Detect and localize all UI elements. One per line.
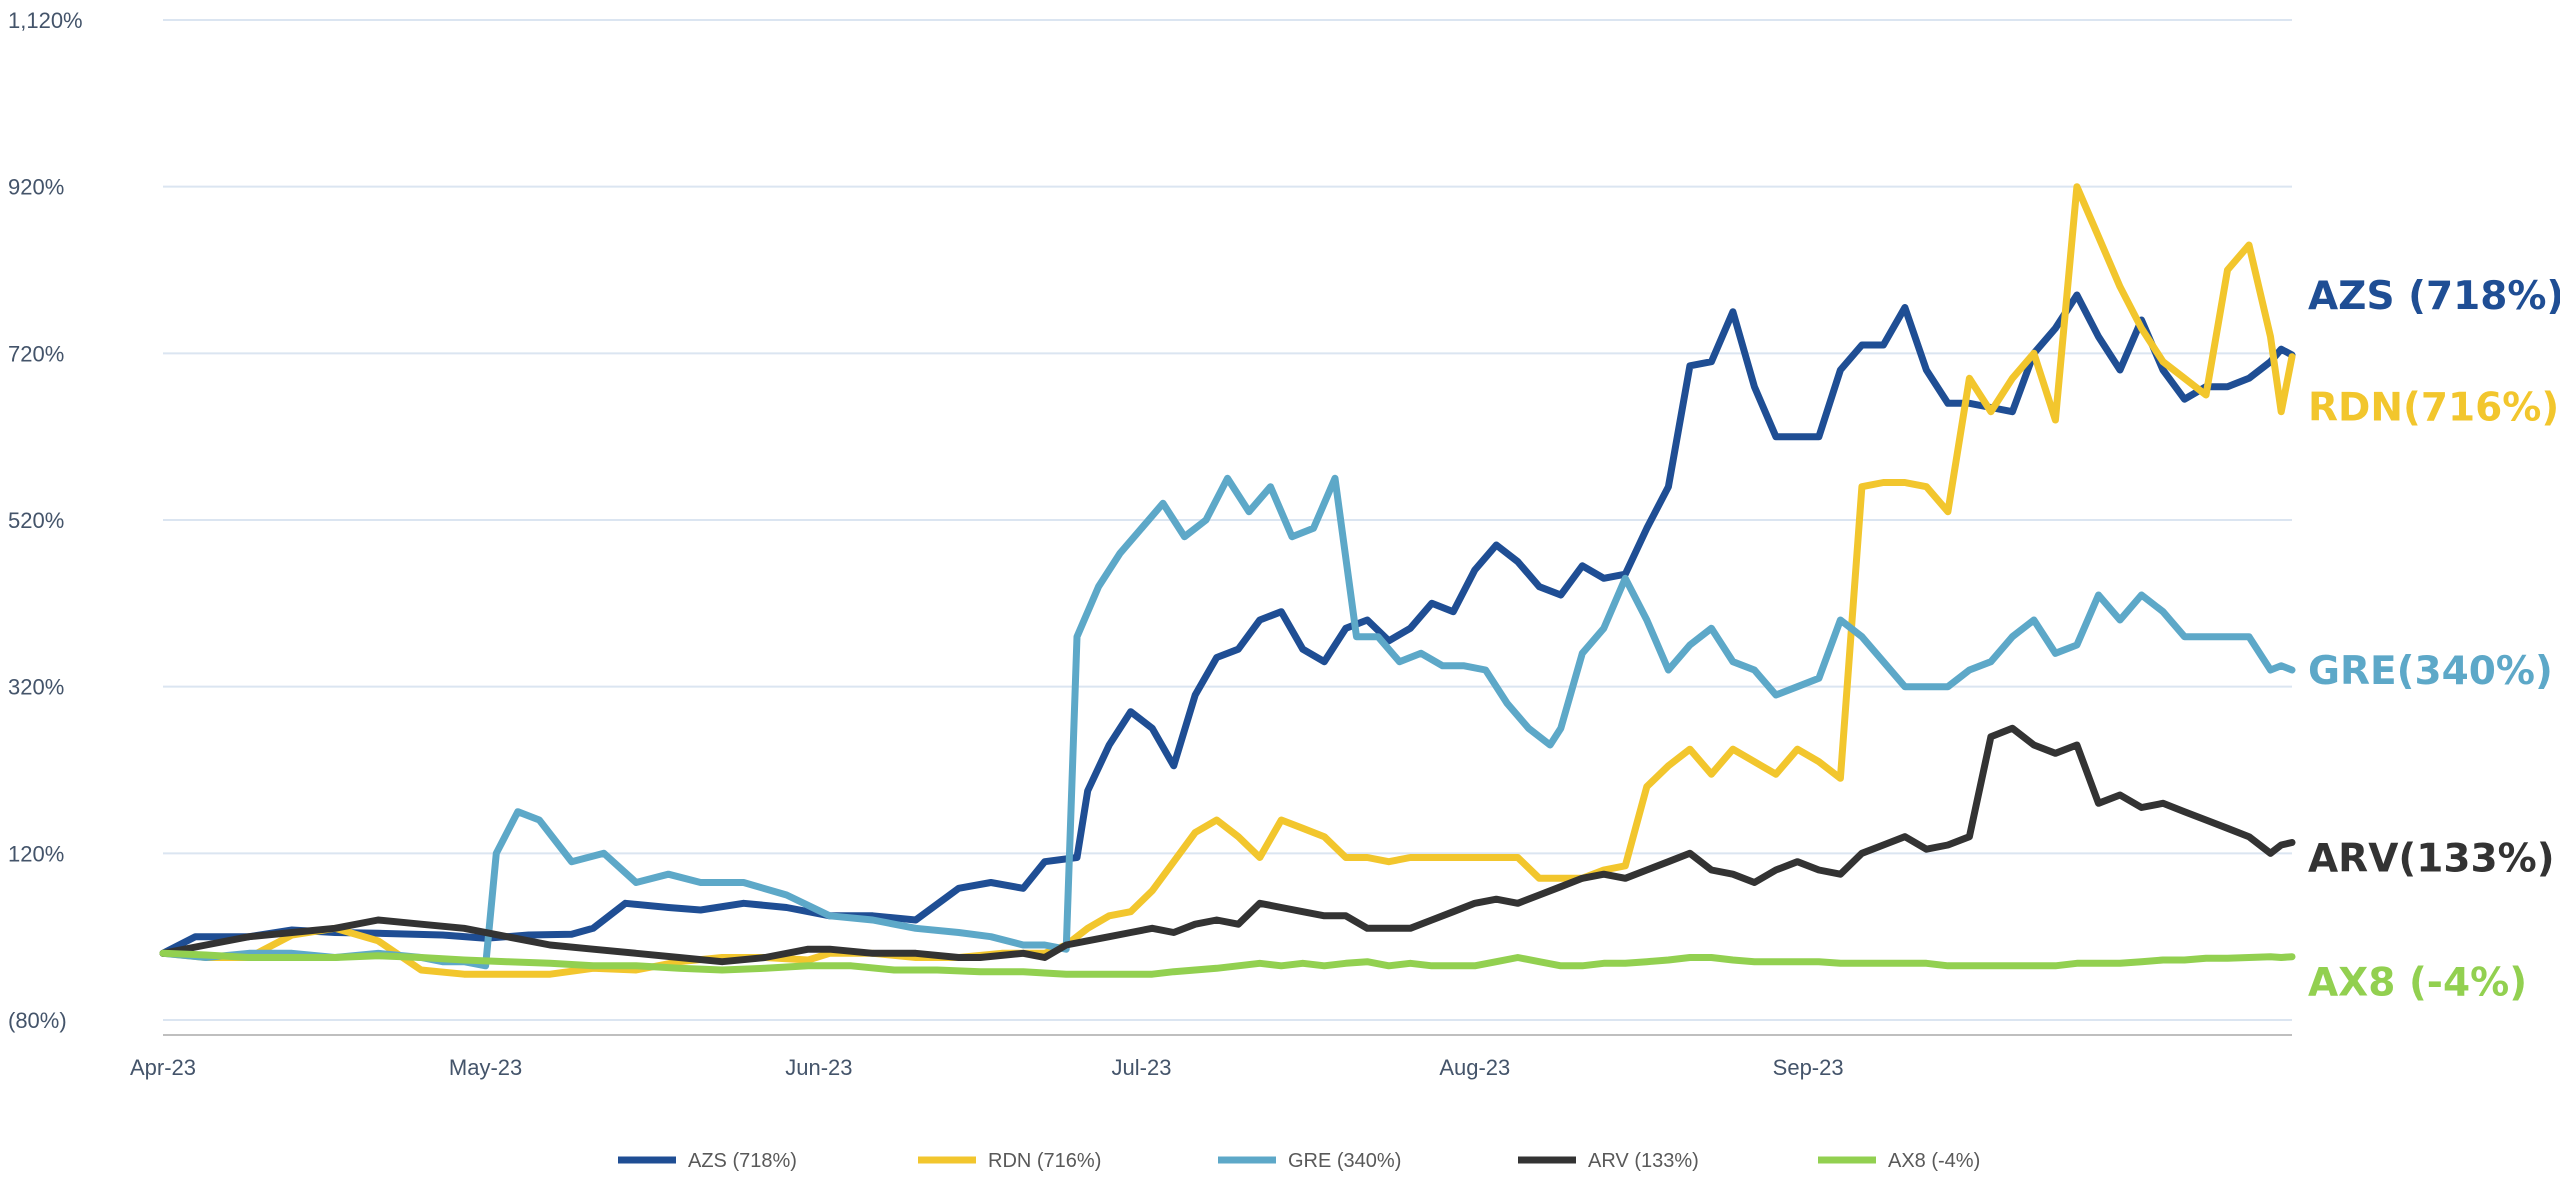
grid-lines — [163, 19, 2292, 1021]
x-tick-label: May-23 — [449, 1055, 522, 1080]
series-line-ax8 — [159, 949, 2296, 978]
y-tick-label: 1,120% — [8, 8, 83, 33]
series-line-arv — [159, 724, 2296, 966]
y-axis: (80%) 120% 320% 520% 720% 920% 1,120% — [8, 8, 83, 1033]
legend-label: RDN (716%) — [988, 1150, 1101, 1172]
series-line-azs — [159, 291, 2296, 957]
legend-label: GRE (340%) — [1288, 1150, 1401, 1172]
series-lines — [159, 183, 2296, 978]
legend-label: AX8 (-4%) — [1888, 1150, 1980, 1172]
legend-label: ARV (133%) — [1588, 1150, 1699, 1172]
series-line-gre — [159, 474, 2296, 970]
x-tick-label: Apr-23 — [130, 1055, 196, 1080]
y-tick-label: 720% — [8, 341, 64, 366]
x-tick-label: Jun-23 — [785, 1055, 852, 1080]
x-tick-label: Aug-23 — [1439, 1055, 1510, 1080]
end-label-ax8: AX8 (-4%) — [2308, 961, 2527, 1006]
legend: AZS (718%) RDN (716%) GRE (340%) ARV (133%)… — [618, 1150, 1980, 1172]
y-tick-label: (80%) — [8, 1008, 67, 1033]
end-label-gre: GRE(340%) — [2308, 649, 2553, 694]
end-label-rdn: RDN(716%) — [2308, 386, 2559, 431]
series-line-rdn — [159, 183, 2296, 978]
end-label-azs: AZS (718%) — [2308, 274, 2560, 319]
x-axis: Apr-23 May-23 Jun-23 Jul-23 Aug-23 Sep-23 — [130, 1034, 2292, 1080]
x-tick-label: Sep-23 — [1773, 1055, 1844, 1080]
legend-label: AZS (718%) — [688, 1150, 797, 1172]
end-label-arv: ARV(133%) — [2308, 837, 2555, 882]
y-tick-label: 520% — [8, 508, 64, 533]
x-tick-label: Jul-23 — [1112, 1055, 1172, 1080]
y-tick-label: 920% — [8, 175, 64, 200]
y-tick-label: 120% — [8, 841, 64, 866]
end-labels: AZS (718%) RDN(716%) GRE(340%) ARV(133%) AX8… — [2308, 274, 2560, 1006]
y-tick-label: 320% — [8, 675, 64, 700]
